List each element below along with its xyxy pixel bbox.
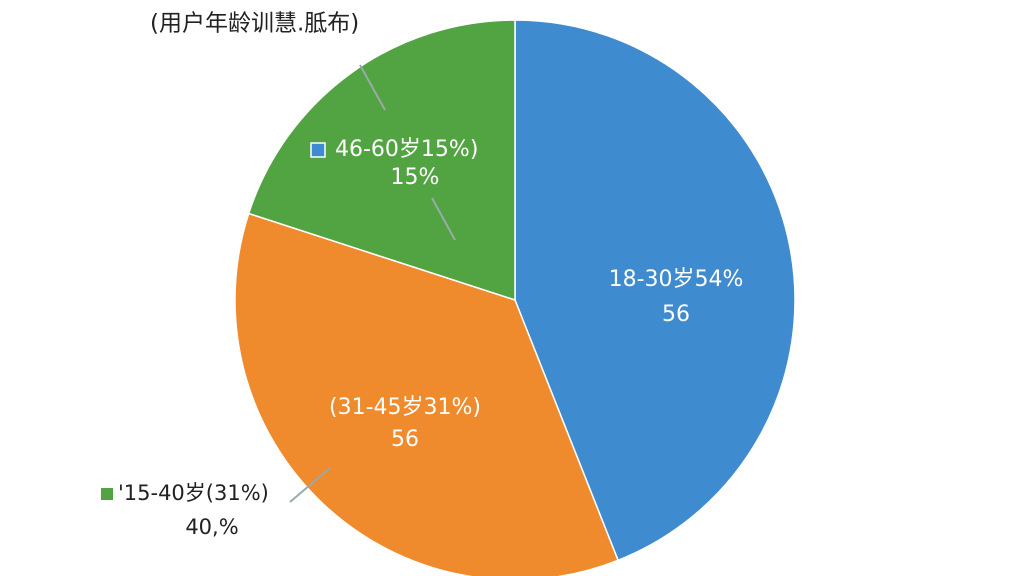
slice-label: (31-45岁31%): [329, 395, 481, 420]
annotation: '15-40岁(31%): [118, 481, 269, 505]
pie-slice: [514, 19, 796, 562]
leader-line: [359, 64, 386, 111]
slice-sublabel: 56: [391, 427, 419, 452]
chart-title: (用户年龄训慧.胝布): [150, 11, 359, 37]
slice-sublabel: 15%: [391, 165, 440, 190]
leader-line: [431, 197, 456, 241]
annotation: 40,%: [185, 515, 238, 539]
legend-swatch: [101, 488, 113, 500]
leader-line: [289, 467, 331, 503]
legend-swatch: [310, 142, 326, 158]
pie-slice: [234, 212, 620, 576]
slice-label: 46-60岁15%): [335, 137, 478, 162]
slice-label: 18-30岁54%: [609, 267, 744, 292]
slice-sublabel: 56: [662, 302, 690, 327]
